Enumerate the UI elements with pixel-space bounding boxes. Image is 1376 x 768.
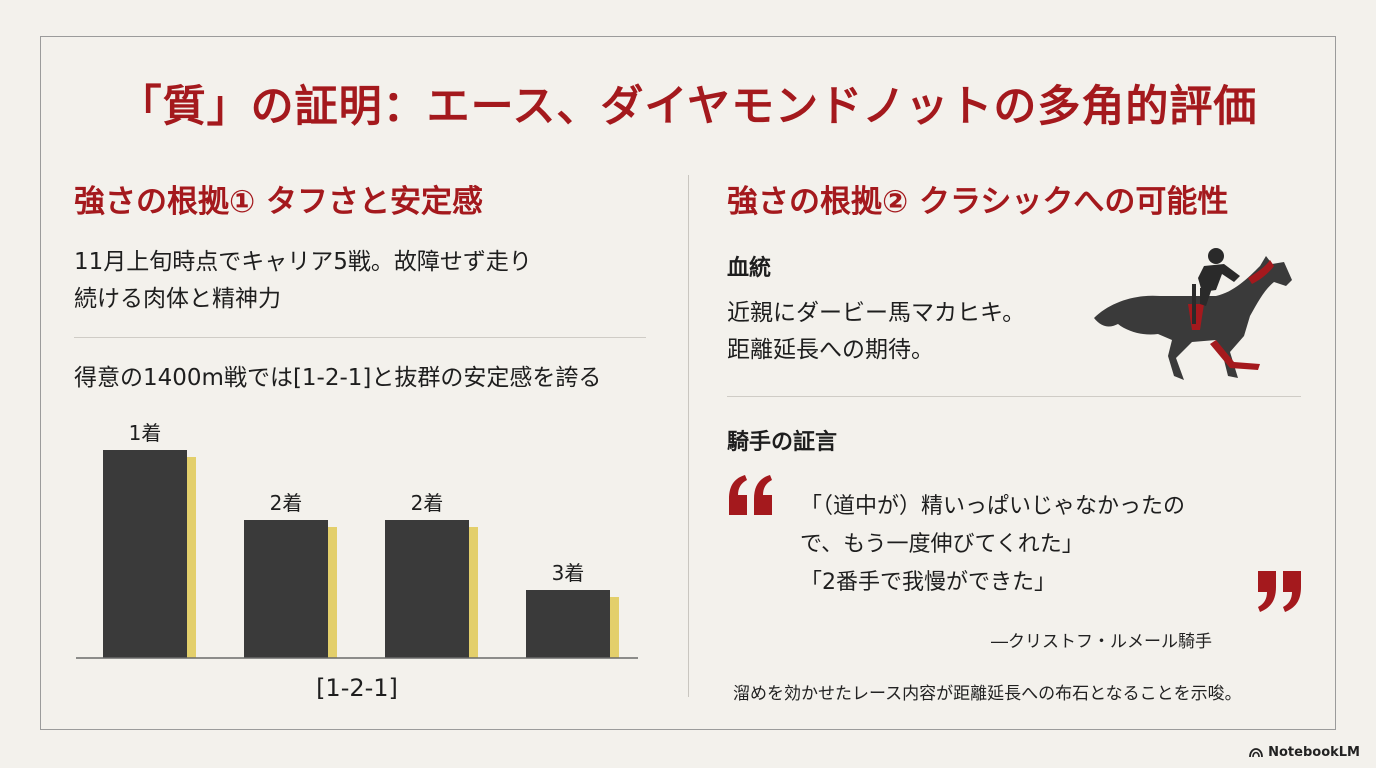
- left-divider: [74, 337, 646, 338]
- column-divider: [688, 175, 689, 697]
- x-axis-label: [1-2-1]: [316, 674, 398, 702]
- left-paragraph-line: 11月上旬時点でキャリア5戦。故障せず走り: [74, 249, 532, 275]
- left-paragraph: 11月上旬時点でキャリア5戦。故障せず走り 続ける肉体と精神力: [74, 244, 532, 318]
- bar-accent: [610, 597, 619, 658]
- slide-title: 「質」の証明：エース、ダイヤモンドノットの多角的評価: [118, 82, 1258, 132]
- bar: [526, 590, 610, 658]
- quote-line: 「（道中が）精いっぱいじゃなかったの: [800, 494, 1186, 519]
- bloodline-line: 距離延長への期待。: [727, 337, 934, 363]
- bar: [244, 520, 328, 658]
- right-heading: 強さの根拠② クラシックへの可能性: [727, 184, 1229, 220]
- open-quote-icon: [729, 475, 772, 515]
- bar-data-label: 1着: [129, 421, 162, 445]
- bar-data-label: 2着: [411, 491, 444, 515]
- bloodline-label: 血統: [727, 256, 772, 281]
- bar-accent: [328, 527, 337, 658]
- chart-caption: 得意の1400m戦では[1-2-1]と抜群の安定感を誇る: [74, 365, 602, 391]
- notebooklm-logo-icon: [1249, 747, 1264, 757]
- bloodline-line: 近親にダービー馬マカヒキ。: [727, 300, 1026, 326]
- quote-line: で、もう一度伸びてくれた」: [800, 532, 1084, 557]
- racehorse-jockey-icon: [1094, 248, 1292, 380]
- bar-data-label: 3着: [552, 561, 585, 585]
- brand-mark: NotebookLM: [1249, 745, 1360, 760]
- bloodline-text: 近親にダービー馬マカヒキ。 距離延長への期待。: [727, 295, 1025, 369]
- bar-data-label: 2着: [270, 491, 303, 515]
- bar-accent: [187, 457, 196, 658]
- summary-note: 溜めを効かせたレース内容が距離延長への布石となることを示唆。: [733, 684, 1242, 704]
- bar: [385, 520, 469, 658]
- close-quote-icon: [1258, 571, 1301, 612]
- results-bar-chart: 1着 2着 2着 3着 [1-2-1]: [76, 421, 638, 702]
- slide-frame: [40, 36, 1336, 730]
- right-divider: [727, 396, 1301, 397]
- brand-label: NotebookLM: [1268, 745, 1360, 760]
- quote-attribution: ―クリストフ・ルメール騎手: [991, 632, 1212, 652]
- bar-accent: [469, 527, 478, 658]
- jockey-quote: 「（道中が）精いっぱいじゃなかったの で、もう一度伸びてくれた」 「2番手で我慢…: [800, 488, 1185, 602]
- left-heading: 強さの根拠① タフさと安定感: [74, 184, 484, 220]
- bar: [103, 450, 187, 658]
- jockey-label: 騎手の証言: [727, 430, 838, 455]
- left-paragraph-line: 続ける肉体と精神力: [74, 286, 281, 312]
- quote-line: 「2番手で我慢ができた」: [800, 570, 1056, 595]
